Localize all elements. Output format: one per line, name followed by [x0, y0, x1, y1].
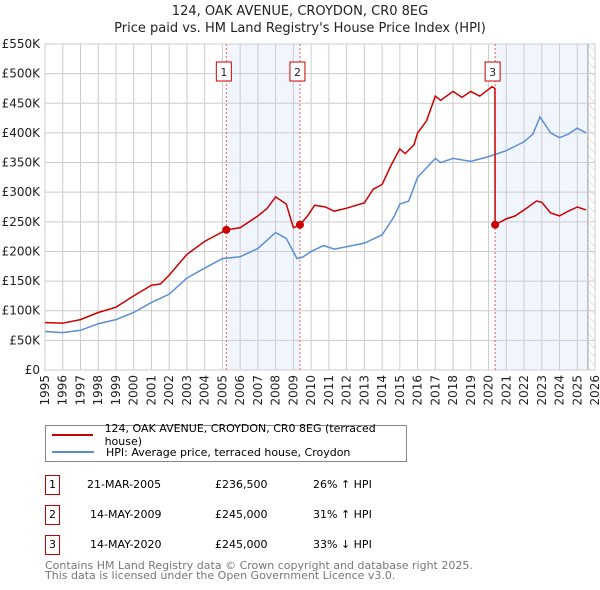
x-tick-label: 2017: [428, 375, 442, 406]
future-hatch: [587, 44, 595, 370]
sale-label: 1: [220, 66, 227, 79]
x-tick-label: 2024: [553, 375, 567, 406]
y-tick-label: £100K: [2, 304, 42, 318]
property-price-line: [44, 85, 587, 324]
sale-hpi-diff: 33% ↓ HPI: [313, 538, 372, 551]
x-tick-label: 2016: [411, 375, 425, 406]
y-tick-label: £500K: [2, 67, 42, 81]
sale-date: 21-MAR-2005: [87, 478, 162, 491]
x-tick-label: 1997: [73, 375, 87, 406]
y-tick-label: £150K: [2, 274, 42, 288]
y-tick-label: £450K: [2, 96, 42, 110]
hpi-line: [44, 115, 587, 334]
y-tick-label: £50K: [9, 333, 41, 347]
legend-swatch-red: [52, 434, 93, 436]
sale-date: 14-MAY-2020: [90, 538, 162, 551]
x-tick-label: 1995: [38, 375, 52, 406]
x-tick-label: 2023: [535, 375, 549, 406]
y-tick-label: £550K: [2, 37, 42, 51]
y-tick-label: £400K: [2, 126, 42, 140]
footer-licence: This data is licensed under the Open Gov…: [45, 569, 396, 582]
x-tick-label: 2026: [588, 375, 600, 406]
x-tick-label: 2003: [180, 375, 194, 406]
x-tick-label: 2011: [322, 375, 336, 406]
x-tick-label: 2018: [446, 375, 460, 406]
chart-title: 124, OAK AVENUE, CROYDON, CR0 8EG: [171, 4, 429, 19]
x-tick-label: 1999: [109, 375, 123, 406]
y-tick-label: £0: [25, 363, 40, 377]
x-tick-label: 2025: [570, 375, 584, 406]
x-tick-label: 2022: [517, 375, 531, 406]
legend-swatch-blue: [52, 451, 94, 453]
x-tick-label: 2005: [215, 375, 229, 406]
sale-date: 14-MAY-2009: [90, 508, 162, 521]
x-tick-label: 2010: [304, 375, 318, 406]
x-tick-label: 1996: [56, 375, 70, 406]
sale-point: [295, 220, 304, 229]
x-tick-label: 2007: [251, 375, 265, 406]
footer-copyright: Contains HM Land Registry data © Crown c…: [45, 559, 473, 572]
price-chart: 1995 1996 1997 1998 1999 2000 2001 2002 2003 2004…: [2, 37, 600, 406]
sale-point: [491, 220, 500, 229]
sale-label: 3: [489, 66, 496, 79]
x-tick-label: 2012: [340, 375, 354, 406]
y-tick-label: £250K: [2, 215, 42, 229]
sale-row: 2 14-MAY-2009 £245,000 31% ↑ HPI: [45, 505, 445, 525]
legend-label: 124, OAK AVENUE, CROYDON, CR0 8EG (terra…: [104, 422, 376, 448]
sale-label: 2: [294, 66, 301, 79]
x-tick-label: 2004: [198, 375, 212, 406]
x-tick-label: 2019: [464, 375, 478, 406]
x-tick-label: 2014: [375, 375, 389, 406]
sale-price: £236,500: [215, 478, 268, 491]
sale-label-box: [289, 61, 306, 82]
plot-border: [44, 43, 596, 371]
sale-hpi-diff: 31% ↑ HPI: [313, 508, 372, 521]
sale-price: £245,000: [215, 538, 268, 551]
x-tick-label: 2008: [269, 375, 283, 406]
x-tick-label: 1998: [91, 375, 105, 406]
legend-label: HPI: Average price, terraced house, Croy…: [106, 445, 351, 459]
y-tick-label: £200K: [2, 244, 42, 258]
sale-point: [222, 225, 231, 234]
sale-row: 3 14-MAY-2020 £245,000 33% ↓ HPI: [45, 535, 445, 555]
x-tick-label: 2020: [482, 375, 496, 406]
sale-number-badge: 3: [45, 535, 60, 555]
sale-label-box: [484, 61, 501, 82]
legend: 124, OAK AVENUE, CROYDON, CR0 8EG (terra…: [45, 422, 407, 462]
chart-subtitle: Price paid vs. HM Land Registry's House …: [114, 21, 486, 36]
legend-item-property: 124, OAK AVENUE, CROYDON, CR0 8EG (terra…: [46, 422, 406, 448]
sale-number-badge: 1: [45, 475, 60, 495]
sale-hpi-diff: 26% ↑ HPI: [313, 478, 372, 491]
sale-label-box: [215, 61, 232, 82]
x-tick-label: 2000: [127, 375, 141, 406]
sale-number-badge: 2: [45, 505, 60, 525]
x-tick-label: 2021: [499, 375, 513, 406]
x-tick-label: 2002: [162, 375, 176, 406]
x-tick-label: 2001: [144, 375, 158, 406]
sale-price: £245,000: [215, 508, 268, 521]
shaded-period: [226, 44, 300, 370]
legend-item-hpi: HPI: Average price, terraced house, Croy…: [46, 444, 350, 460]
x-tick-label: 2013: [357, 375, 371, 406]
y-tick-label: £300K: [2, 185, 42, 199]
x-tick-label: 2015: [393, 375, 407, 406]
x-tick-label: 2006: [233, 375, 247, 406]
y-tick-label: £350K: [2, 156, 42, 170]
x-tick-label: 2009: [286, 375, 300, 406]
sale-row: 1 21-MAR-2005 £236,500 26% ↑ HPI: [45, 475, 445, 495]
